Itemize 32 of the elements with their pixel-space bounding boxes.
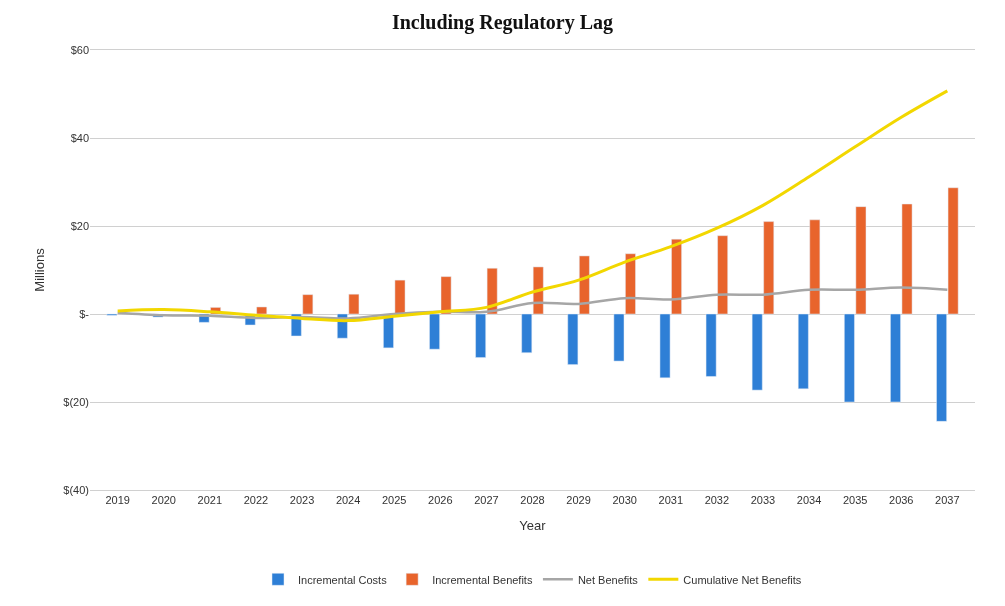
y-tick-label: $40	[70, 131, 89, 144]
x-tick-label: 2032	[704, 494, 730, 507]
x-tick-label: 2028	[520, 494, 545, 507]
x-tick-label: 2036	[889, 494, 914, 507]
x-tick-label: 2030	[612, 494, 637, 507]
y-tick-label: $20	[70, 219, 89, 232]
x-tick-label: 2033	[750, 494, 776, 507]
y-tick-label: $(20)	[63, 395, 89, 408]
x-tick-label: 2024	[335, 494, 361, 507]
x-tick-label: 2023	[289, 494, 315, 507]
y-tick-label: $(40)	[63, 483, 89, 496]
x-tick-label: 2021	[197, 494, 223, 507]
x-tick-label: 2022	[243, 494, 269, 507]
x-tick-label: 2020	[151, 494, 176, 507]
legend-label: Net Benefits	[577, 573, 639, 586]
x-tick-label: 2037	[935, 494, 960, 507]
x-tick-label: 2035	[842, 494, 868, 507]
x-tick-label: 2027	[474, 494, 499, 507]
legend-label: Incremental Benefits	[432, 573, 533, 586]
x-axis-title: Year	[519, 517, 547, 533]
x-tick-label: 2034	[796, 494, 822, 507]
x-tick-label: 2019	[105, 494, 130, 507]
x-tick-label: 2029	[566, 494, 591, 507]
x-tick-label: 2031	[658, 494, 684, 507]
y-tick-label: $60	[70, 43, 89, 56]
x-tick-label: 2026	[428, 494, 453, 507]
legend-label: Incremental Costs	[298, 573, 388, 586]
y-axis-title: Millions	[32, 247, 48, 292]
legend-label: Cumulative Net Benefits	[683, 573, 802, 586]
y-tick-label: $-	[79, 307, 90, 320]
x-tick-label: 2025	[381, 494, 407, 507]
chart-title: Including Regulatory Lag	[391, 11, 614, 35]
